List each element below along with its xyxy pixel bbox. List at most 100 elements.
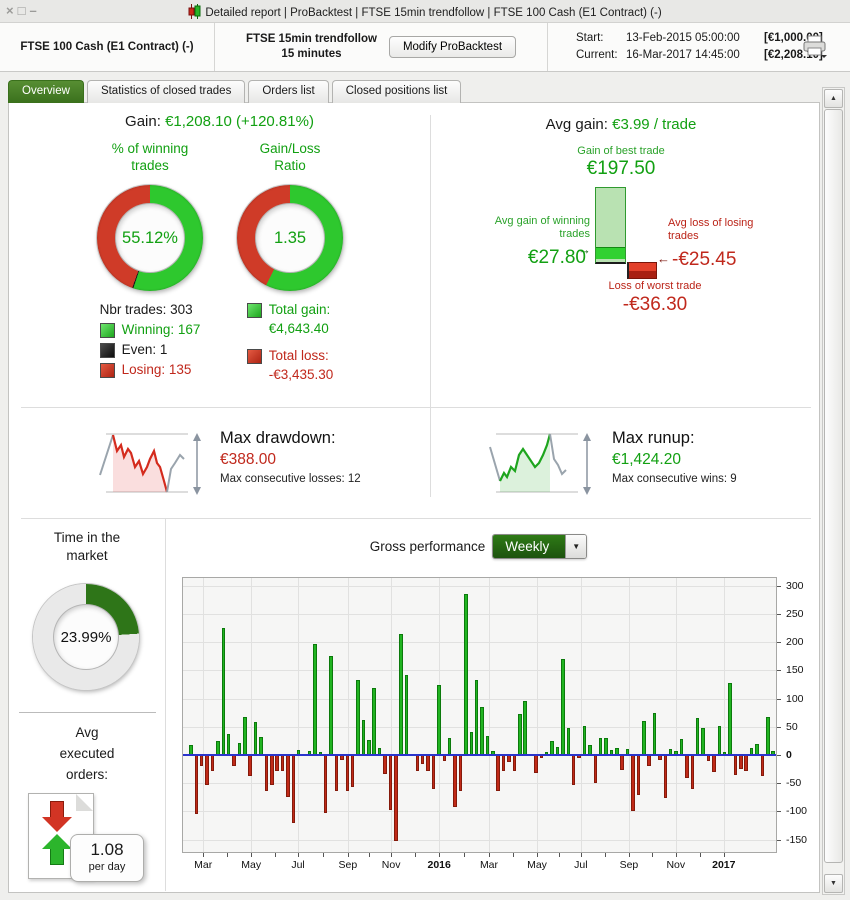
perf-bar — [728, 682, 732, 756]
gross-performance-plot — [182, 577, 777, 853]
minimize-button[interactable]: – — [29, 3, 41, 18]
x-tick-label: May — [241, 859, 262, 871]
y-tick-label: 100 — [786, 692, 804, 705]
perf-bar — [464, 594, 468, 756]
perf-bar — [194, 755, 199, 815]
y-tick — [777, 839, 781, 841]
maximize-button[interactable]: □ — [17, 3, 30, 18]
perf-bar — [712, 755, 716, 772]
y-tick-label: 0 — [786, 749, 792, 762]
x-gridline — [347, 578, 349, 852]
avg-trade-section: Avg gain: €3.99 / trade Gain of best tra… — [430, 103, 812, 403]
system-name: FTSE 15min trendfollow 15 minutes — [246, 32, 377, 62]
perf-bar — [383, 755, 387, 775]
x-tick — [558, 853, 560, 857]
x-tick — [537, 853, 539, 857]
tab-orders-list[interactable]: Orders list — [248, 80, 329, 103]
perf-bar — [739, 755, 743, 770]
close-button[interactable]: × — [6, 3, 18, 18]
x-tick — [347, 853, 349, 857]
x-gridline — [203, 578, 205, 852]
perf-bar — [367, 739, 371, 756]
perf-bar — [232, 755, 236, 767]
x-tick-label: 2016 — [427, 859, 451, 871]
x-tick-label: Jul — [574, 859, 588, 871]
report-tabbar: Overview Statistics of closed trades Ord… — [8, 80, 462, 103]
y-gridline — [183, 585, 776, 587]
gain-loss-legend: Total gain: €4,643.40 Total loss: -€3,435.… — [246, 301, 334, 385]
horizontal-divider — [21, 518, 811, 519]
tab-statistics-of-closed-trades[interactable]: Statistics of closed trades — [86, 80, 246, 103]
perf-bar — [372, 687, 376, 756]
perf-bar — [447, 738, 452, 756]
print-button[interactable] — [801, 35, 828, 63]
vertical-scrollbar[interactable]: ▲ ▼ — [822, 87, 845, 895]
perf-bar — [221, 628, 226, 756]
chevron-down-icon[interactable]: ▼ — [565, 535, 587, 558]
y-tick — [777, 585, 781, 587]
perf-bar — [695, 718, 700, 756]
winning-title-line2: trades — [131, 157, 169, 173]
even-swatch-icon — [99, 342, 115, 358]
gain-loss-column: Gain/Loss Ratio 1.35 Total gain: €4,643.4… — [220, 141, 360, 393]
time-in-market-pct: 23.99% — [60, 628, 112, 646]
perf-bar — [205, 755, 209, 786]
perf-bar — [480, 706, 484, 756]
tab-overview[interactable]: Overview — [8, 80, 84, 103]
winning-trades-title: % of winning trades — [80, 141, 220, 177]
y-gridline — [183, 698, 776, 700]
time-in-market-line2: market — [66, 548, 108, 564]
y-tick — [777, 811, 781, 813]
perf-bar — [356, 680, 360, 755]
perf-bar — [620, 755, 624, 771]
time-in-market-title: Time in the market — [9, 529, 165, 565]
scroll-down-button[interactable]: ▼ — [824, 874, 843, 893]
perf-bar — [388, 755, 393, 810]
perf-bar — [652, 713, 657, 756]
x-gridline — [675, 578, 677, 852]
period-select-value[interactable]: Weekly — [493, 535, 566, 558]
perf-bar — [593, 755, 597, 784]
x-tick-label: 2017 — [712, 859, 736, 871]
x-gridline — [628, 578, 630, 852]
scrollbar-thumb[interactable] — [824, 109, 843, 863]
tab-closed-positions-list[interactable]: Closed positions list — [331, 80, 462, 103]
titlebar: ×□– Detailed report | ProBacktest | FTSE… — [0, 0, 850, 23]
up-arrow-icon — [42, 834, 72, 849]
perf-bar — [744, 755, 748, 771]
avg-loss-label: Avg loss of losing trades — [668, 217, 754, 243]
x-tick — [628, 853, 630, 857]
report-header: FTSE 100 Cash (E1 Contract) (-) FTSE 15m… — [0, 23, 850, 72]
perf-bar — [280, 755, 285, 771]
x-tick — [723, 853, 725, 857]
avg-orders-line2: executed — [59, 745, 115, 761]
time-in-market-line1: Time in the — [53, 530, 121, 545]
perf-bar — [216, 741, 220, 755]
x-tick-label: Mar — [479, 859, 499, 871]
worst-trade-label: Loss of worst trade — [608, 280, 702, 292]
best-trade-label: Gain of best trade — [577, 145, 665, 157]
period-select[interactable]: Weekly ▼ — [492, 534, 588, 559]
gross-performance-chart: 300 250 200 150 100 50 0 -50 -100 -150 Mar May Jul S… — [182, 577, 813, 873]
avg-orders-line1: Avg — [75, 725, 99, 740]
y-gridline — [183, 839, 776, 841]
max-consecutive-losses: Max consecutive losses: 12 — [220, 473, 361, 485]
gross-performance-xaxis: Mar May Jul Sep Nov 2016 Mar May Jul Sep Nov 2017 — [183, 853, 776, 873]
perf-bar — [399, 633, 403, 756]
total-gain-swatch-icon — [246, 303, 262, 318]
perf-bar — [345, 755, 349, 791]
perf-bar — [642, 720, 646, 756]
perf-bar — [226, 734, 231, 756]
perf-bar — [518, 713, 522, 756]
x-tick-label: Sep — [338, 859, 358, 871]
perf-bar — [604, 737, 608, 756]
perf-bar — [458, 755, 463, 791]
scroll-up-button[interactable]: ▲ — [824, 89, 843, 108]
vertical-divider — [165, 519, 166, 891]
window-title-text: Detailed report | ProBacktest | FTSE 15m… — [205, 7, 662, 19]
current-time: 16-Mar-2017 14:45:00 — [626, 49, 740, 61]
start-time: 13-Feb-2015 05:00:00 — [626, 32, 740, 45]
total-loss-value: -€3,435.30 — [268, 366, 334, 382]
x-gridline — [488, 578, 490, 852]
modify-probacktest-button[interactable]: Modify ProBacktest — [388, 36, 517, 58]
